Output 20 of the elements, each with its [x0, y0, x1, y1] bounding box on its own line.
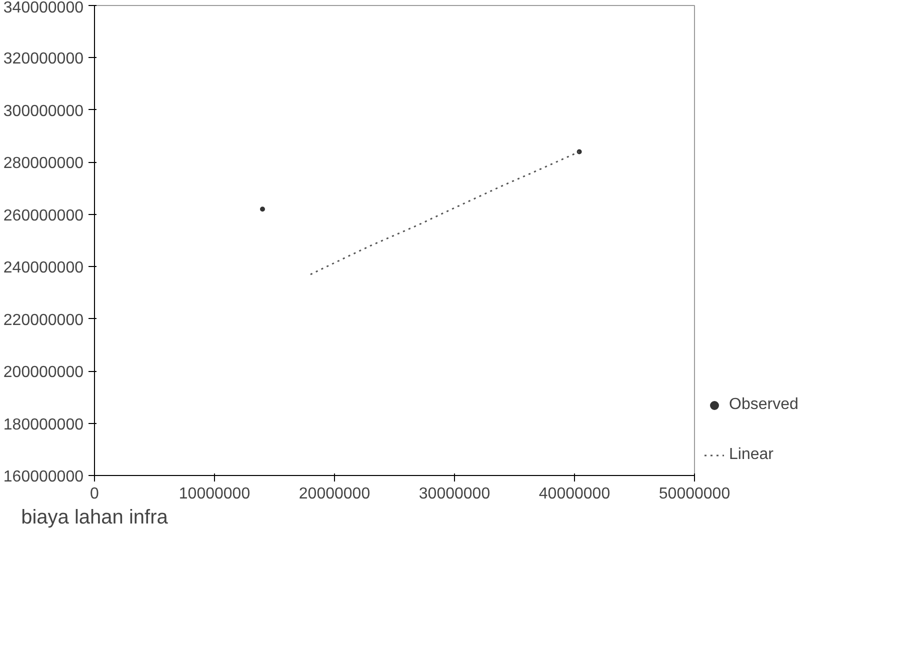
x-axis-title: biaya lahan infra	[21, 506, 169, 528]
x-tick-label: 40000000	[538, 486, 610, 502]
y-tick-label: 180000000	[3, 416, 84, 434]
x-tick-label: 0	[90, 486, 100, 502]
legend-label: Linear	[729, 446, 774, 464]
x-tick-label: 10000000	[178, 486, 250, 502]
y-tick-label: 260000000	[3, 207, 84, 224]
line-series	[310, 150, 580, 276]
y-tick-label: 160000000	[3, 468, 84, 486]
y-tick-label: 320000000	[3, 50, 84, 68]
y-tick-label: 300000000	[3, 102, 84, 120]
y-tick-label: 340000000	[3, 0, 84, 16]
x-tick-label: 50000000	[658, 486, 730, 502]
y-tick-label: 220000000	[3, 312, 84, 329]
legend-label: Observed	[729, 396, 798, 414]
x-tick-label: 20000000	[298, 486, 370, 502]
x-tick-label: 30000000	[418, 486, 490, 502]
y-tick-label: 200000000	[3, 364, 84, 382]
y-tick-label: 280000000	[3, 155, 84, 172]
y-tick-label: 240000000	[3, 260, 84, 277]
